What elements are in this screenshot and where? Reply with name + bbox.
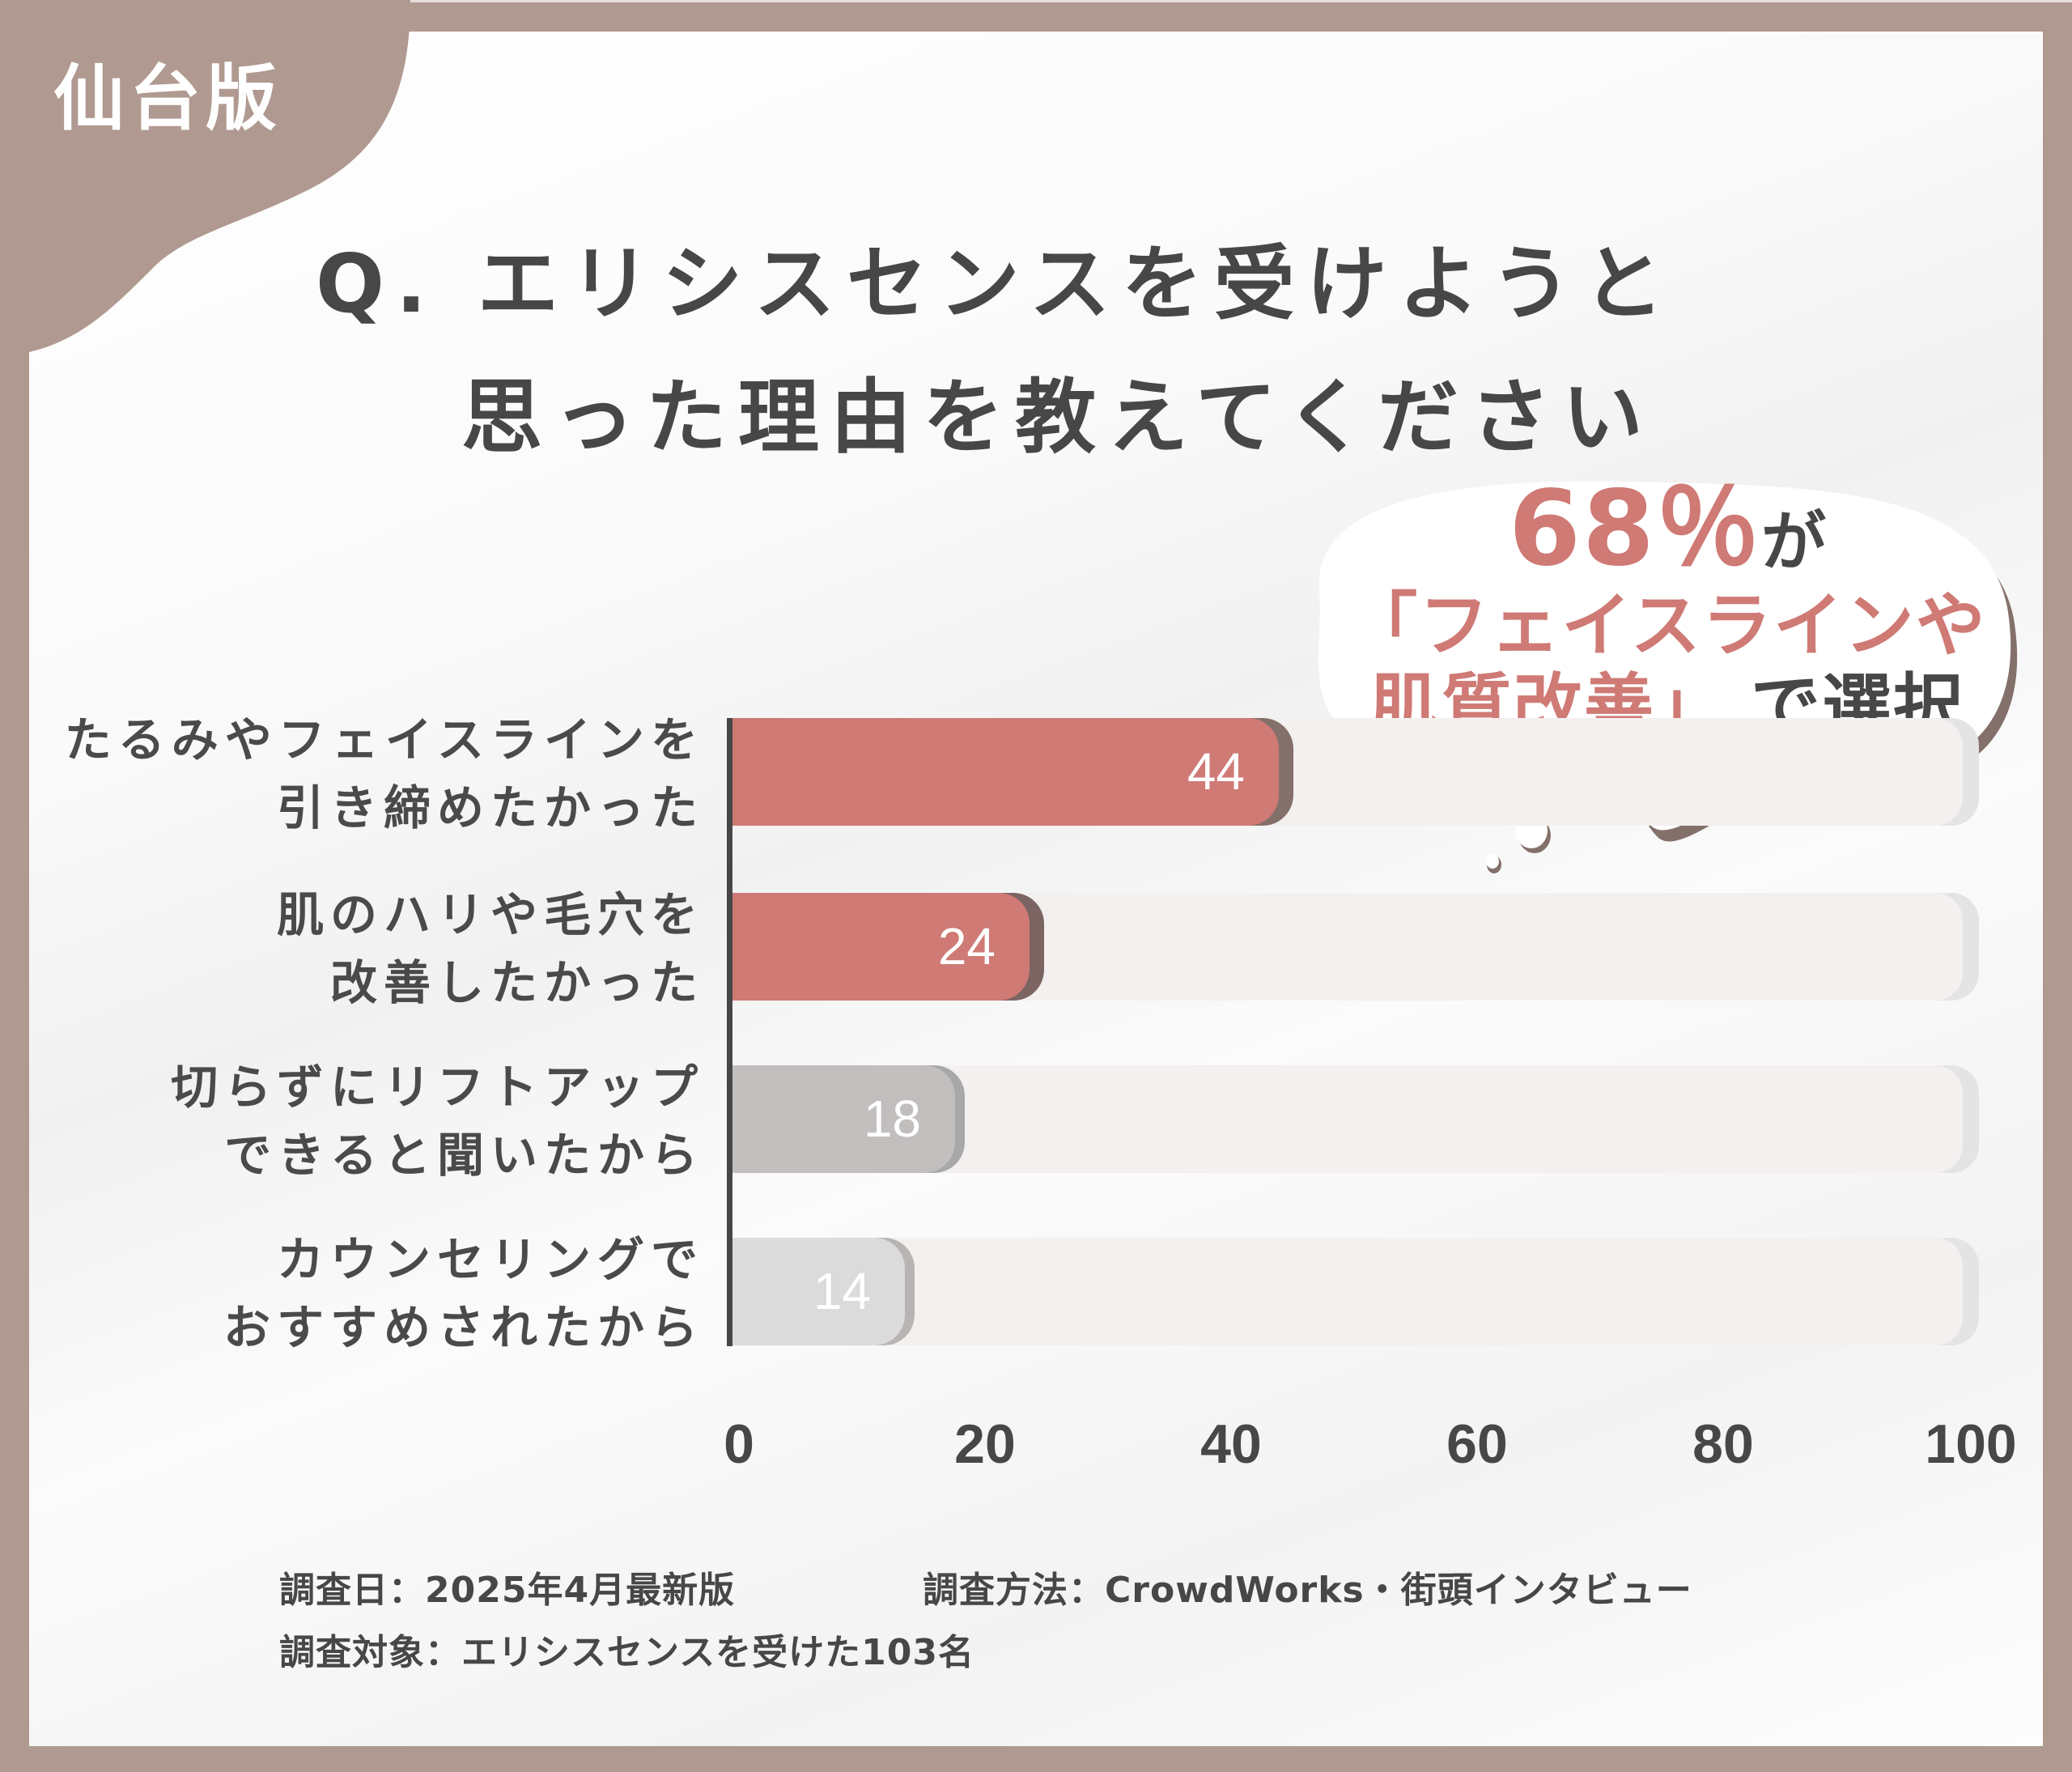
bar-44: 44 (732, 718, 1279, 826)
survey-date: 調査日：2025年4月最新版 (279, 1570, 736, 1611)
category-label-line: たるみやフェイスラインを (64, 712, 704, 767)
bar-value: 18 (863, 1090, 921, 1148)
x-tick: 100 (1925, 1413, 2017, 1475)
x-tick: 20 (954, 1413, 1016, 1475)
corner-blob-decoration (0, 0, 410, 356)
category-label: 肌のハリや毛穴を 改善したかった (0, 881, 704, 1017)
bar-track (732, 1238, 1963, 1345)
x-tick: 60 (1446, 1413, 1508, 1475)
category-label-line: 切らずにリフトアップ (171, 1060, 704, 1115)
category-label-line: 改善したかった (329, 955, 704, 1010)
y-axis-line (727, 718, 732, 1346)
content-panel (29, 32, 2043, 1746)
survey-method: 調査方法：CrowdWorks・街頭インタビュー (923, 1570, 1692, 1611)
x-tick: 80 (1692, 1413, 1754, 1475)
callout-particle: が (1761, 504, 1827, 580)
category-label-line: 肌のハリや毛穴を (276, 887, 704, 942)
x-tick: 40 (1200, 1413, 1262, 1475)
category-label: たるみやフェイスラインを 引き締めたかった (0, 706, 704, 842)
question-title-line2: 思った理由を教えてください (461, 370, 1654, 465)
question-title: Q. エリシスセンスを受けようと 思った理由を教えてください (316, 217, 1740, 484)
x-tick: 0 (724, 1413, 754, 1475)
category-label-line: できると聞いたから (224, 1128, 704, 1183)
category-label-line: 引き締めたかった (276, 780, 704, 835)
bar-14: 14 (732, 1238, 905, 1345)
callout-percentage: 68％ (1508, 469, 1762, 589)
bar-24: 24 (732, 893, 1030, 1001)
category-label: カウンセリングで おすすめされたから (0, 1226, 704, 1362)
bar-value: 24 (937, 917, 996, 975)
survey-target: 調査対象：エリシスセンスを受けた103名 (279, 1632, 974, 1673)
bar-18: 18 (732, 1065, 955, 1173)
question-title-line1: Q. エリシスセンスを受けようと (316, 236, 1675, 331)
category-label: 切らずにリフトアップ できると聞いたから (0, 1053, 704, 1189)
callout-line2: 「フェイスラインや (1348, 585, 1987, 666)
callout-text: 68％が 「フェイスラインや 肌質改善」 で選択 (1327, 478, 2007, 748)
category-label-line: カウンセリングで (276, 1232, 704, 1287)
frame-top-highlight (409, 0, 2072, 2)
category-label-line: おすすめされたから (223, 1300, 704, 1355)
bar-value: 44 (1187, 742, 1245, 801)
region-badge: 仙台版 (53, 57, 282, 140)
bar-value: 14 (813, 1262, 871, 1320)
